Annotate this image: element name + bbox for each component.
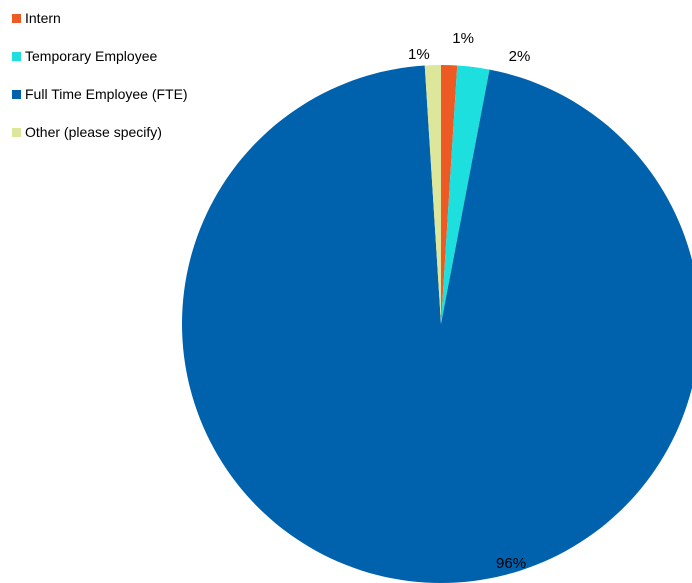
legend-item-full-time-employee: Full Time Employee (FTE) [12, 84, 188, 104]
data-label-other: 1% [408, 46, 430, 63]
legend-label-intern: Intern [25, 10, 61, 26]
data-label-intern: 1% [452, 30, 474, 47]
legend-swatch-other [12, 127, 21, 137]
legend-label-other: Other (please specify) [25, 124, 162, 140]
legend-swatch-temporary-employee [12, 51, 21, 61]
data-label-temporary-employee: 2% [509, 48, 531, 65]
legend-label-full-time-employee: Full Time Employee (FTE) [25, 86, 188, 102]
legend-swatch-full-time-employee [12, 89, 21, 99]
pie-slice-temporary-employee [441, 65, 490, 324]
legend-item-other: Other (please specify) [12, 122, 188, 142]
legend-item-temporary-employee: Temporary Employee [12, 46, 188, 66]
legend-swatch-intern [12, 13, 21, 23]
chart-legend: Intern Temporary Employee Full Time Empl… [12, 8, 188, 160]
pie-slice-other [424, 65, 441, 324]
pie-slice-full-time-employee [182, 65, 692, 583]
legend-item-intern: Intern [12, 8, 188, 28]
legend-label-temporary-employee: Temporary Employee [25, 48, 158, 64]
data-label-full-time-employee: 96% [496, 555, 526, 572]
pie-slice-intern [441, 65, 458, 324]
